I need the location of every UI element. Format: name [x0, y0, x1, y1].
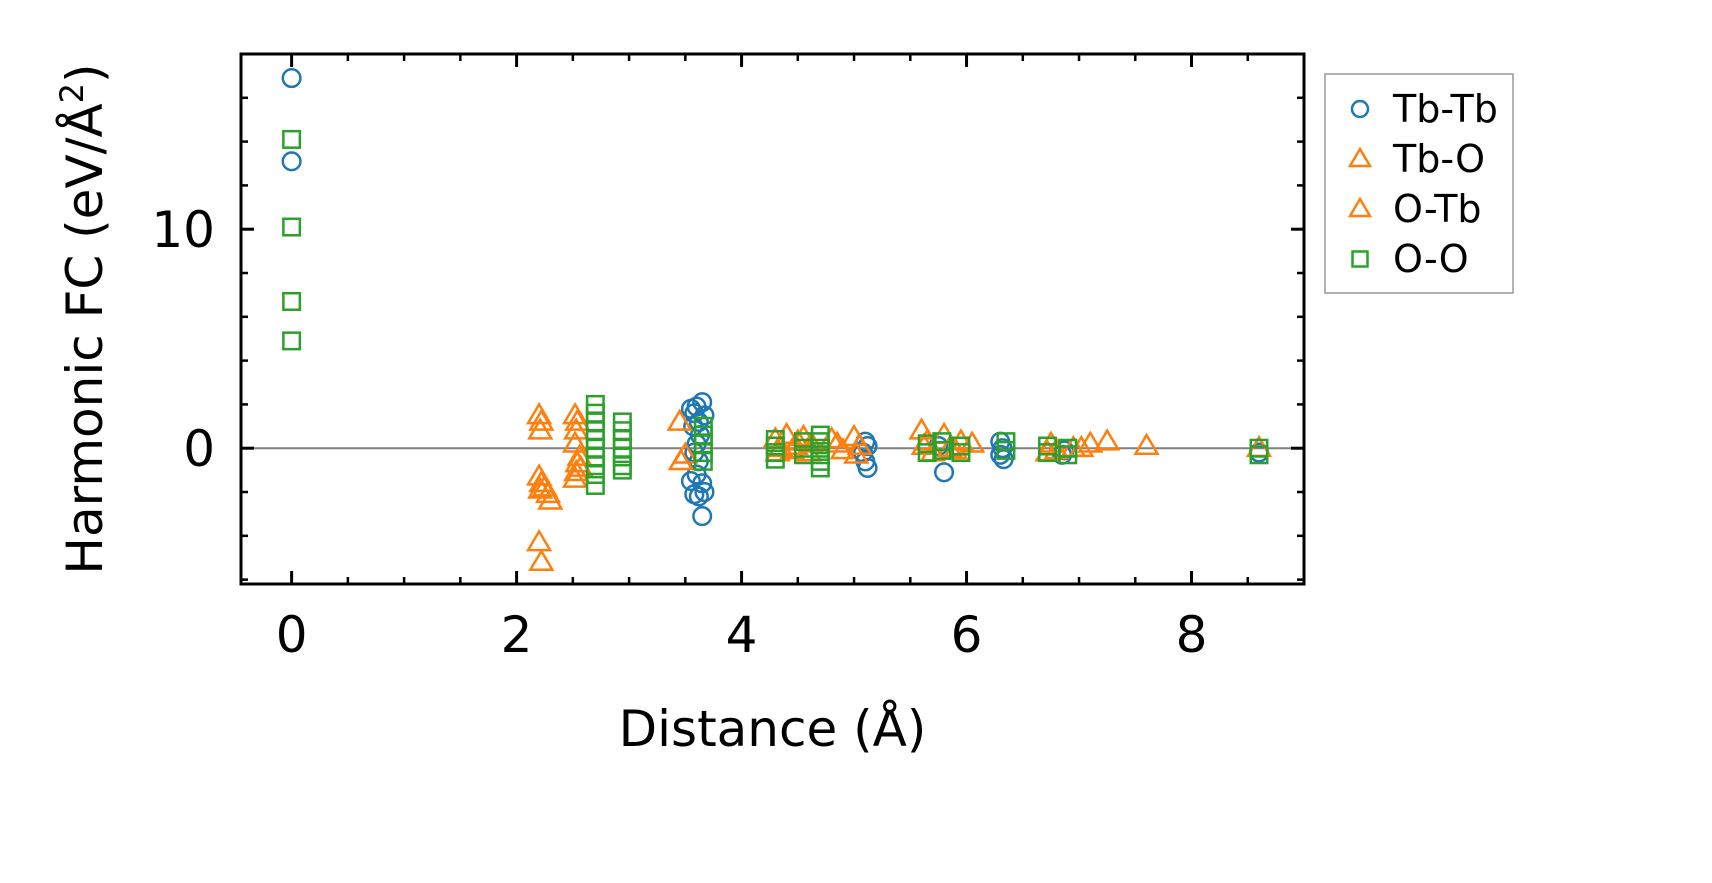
y-axis-title-end: ) [56, 63, 114, 83]
legend-marker [1347, 196, 1373, 218]
legend-marker [1351, 250, 1369, 268]
data-point [563, 417, 590, 440]
legend-marker [1350, 99, 1370, 119]
data-point [561, 465, 589, 488]
data-point [932, 440, 952, 460]
data-point [525, 528, 553, 552]
data-point [666, 408, 693, 431]
data-point [585, 464, 605, 484]
data-point [823, 430, 851, 453]
data-point [1038, 443, 1058, 463]
data-point [585, 475, 605, 495]
data-point [693, 451, 713, 471]
data-point [528, 548, 555, 572]
x-axis-title: Distance (Å) [619, 700, 927, 758]
data-point [612, 460, 632, 480]
legend-label: O-O [1393, 237, 1469, 281]
x-tick-label: 4 [726, 606, 758, 664]
data-point [692, 506, 713, 527]
data-point [1093, 428, 1121, 451]
data-point [282, 331, 302, 351]
data-point [281, 151, 302, 172]
data-point [692, 392, 713, 413]
legend: Tb-Tb Tb-O O-Tb O-O [1324, 73, 1514, 294]
x-tick-label: 8 [1176, 606, 1208, 664]
data-point [810, 458, 830, 478]
data-point [773, 421, 800, 445]
data-point [694, 481, 715, 503]
data-point [846, 432, 873, 455]
data-point [680, 471, 701, 492]
legend-label: Tb-Tb [1392, 87, 1498, 131]
data-point [933, 462, 955, 483]
data-point [857, 457, 878, 478]
y-tick-label: 0 [183, 420, 215, 478]
legend-frame [1324, 73, 1514, 294]
data-point [1249, 445, 1269, 465]
data-point [765, 449, 785, 469]
data-point [843, 441, 870, 464]
data-point [534, 480, 562, 504]
legend-label: Tb-O [1392, 137, 1485, 181]
x-tick-label: 6 [951, 606, 983, 664]
data-point [694, 405, 715, 426]
data-point [528, 408, 555, 431]
legend-item: Tb-Tb [1350, 87, 1498, 131]
y-tick-label: 10 [151, 201, 215, 259]
legend-item: Tb-O [1347, 137, 1485, 181]
data-point [282, 129, 302, 149]
data-point [537, 487, 564, 510]
y-axis-title-main: Harmonic FC (eV/Å [56, 103, 114, 574]
data-point [563, 458, 590, 482]
data-point [688, 486, 709, 507]
data-point [958, 430, 986, 453]
data-point [917, 443, 937, 463]
y-axis-title-superscript: 2 [53, 83, 91, 103]
data-point [527, 417, 554, 440]
data-point [282, 217, 302, 237]
legend-label: O-Tb [1393, 187, 1482, 231]
data-points-layer [281, 68, 1273, 572]
plot-frame [239, 52, 1306, 586]
data-point [818, 425, 845, 449]
data-point [564, 408, 591, 431]
series-o-o [282, 129, 1269, 495]
data-point [688, 411, 709, 432]
axis-ticks-layer [241, 52, 1306, 584]
data-point [996, 440, 1016, 460]
tick-labels-layer: 0 2 4 6 8 0 10 [151, 201, 1207, 664]
data-point [282, 291, 302, 311]
data-point [951, 443, 971, 463]
y-axis-title: Harmonic FC (eV/Å2) [53, 63, 114, 574]
data-point [566, 443, 593, 466]
legend-marker [1347, 146, 1373, 168]
legend-item: O-O [1351, 237, 1469, 281]
data-point [1133, 432, 1160, 455]
data-point [990, 444, 1011, 465]
data-point [672, 441, 699, 464]
data-point [829, 436, 856, 460]
data-point [281, 68, 302, 89]
legend-item: O-Tb [1347, 187, 1482, 231]
x-tick-label: 0 [276, 606, 308, 664]
x-tick-label: 2 [501, 606, 533, 664]
legend-items: Tb-Tb Tb-O O-Tb O-O [1347, 87, 1498, 281]
data-point [1058, 445, 1078, 465]
